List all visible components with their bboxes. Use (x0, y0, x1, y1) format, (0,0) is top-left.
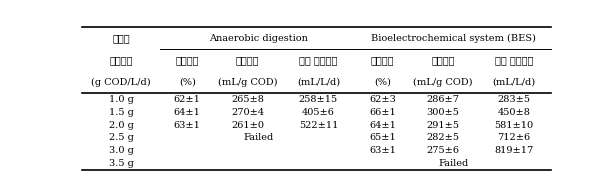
Text: 819±17: 819±17 (494, 146, 533, 155)
Text: 3.0 g: 3.0 g (109, 146, 133, 155)
Text: 64±1: 64±1 (174, 108, 200, 117)
Text: 메탄 발생속도: 메탄 발생속도 (300, 55, 338, 65)
Text: (g COD/L/d): (g COD/L/d) (91, 78, 151, 87)
Text: 메탄분압: 메탄분압 (371, 55, 394, 65)
Text: 291±5: 291±5 (426, 121, 459, 130)
Text: Bioelectrochemical system (BES): Bioelectrochemical system (BES) (371, 34, 536, 43)
Text: 3.5 g: 3.5 g (109, 159, 133, 168)
Text: Failed: Failed (243, 133, 273, 142)
Text: 공급속도: 공급속도 (109, 55, 133, 65)
Text: 64±1: 64±1 (369, 121, 396, 130)
Text: 522±11: 522±11 (299, 121, 338, 130)
Text: (mL/g COD): (mL/g COD) (218, 78, 277, 87)
Text: 450±8: 450±8 (498, 108, 530, 117)
Text: 283±5: 283±5 (498, 95, 530, 104)
Text: 메탄수율: 메탄수율 (236, 55, 260, 65)
Text: 유기물: 유기물 (112, 33, 130, 43)
Text: (mL/L/d): (mL/L/d) (492, 78, 535, 87)
Text: 265±8: 265±8 (231, 95, 264, 104)
Text: 62±1: 62±1 (174, 95, 200, 104)
Text: (mL/g COD): (mL/g COD) (413, 78, 473, 87)
Text: 62±3: 62±3 (369, 95, 396, 104)
Text: (%): (%) (179, 78, 196, 87)
Text: 270±4: 270±4 (231, 108, 264, 117)
Text: 712±6: 712±6 (498, 133, 530, 142)
Text: 258±15: 258±15 (299, 95, 338, 104)
Text: 2.5 g: 2.5 g (109, 133, 133, 142)
Text: Anaerobic digestion: Anaerobic digestion (208, 34, 308, 42)
Text: Failed: Failed (438, 159, 469, 168)
Text: 581±10: 581±10 (494, 121, 533, 130)
Text: 282±5: 282±5 (426, 133, 459, 142)
Text: (mL/L/d): (mL/L/d) (297, 78, 340, 87)
Text: (%): (%) (374, 78, 391, 87)
Text: 2.0 g: 2.0 g (109, 121, 133, 130)
Text: 66±1: 66±1 (369, 108, 396, 117)
Text: 메탄수율: 메탄수율 (431, 55, 454, 65)
Text: 65±1: 65±1 (369, 133, 396, 142)
Text: 261±0: 261±0 (231, 121, 264, 130)
Text: 1.5 g: 1.5 g (109, 108, 133, 117)
Text: 405±6: 405±6 (302, 108, 335, 117)
Text: 63±1: 63±1 (174, 121, 200, 130)
Text: 275±6: 275±6 (426, 146, 459, 155)
Text: 63±1: 63±1 (369, 146, 396, 155)
Text: 메탄분압: 메탄분압 (175, 55, 199, 65)
Text: 300±5: 300±5 (426, 108, 459, 117)
Text: 메탄 발생속도: 메탄 발생속도 (494, 55, 533, 65)
Text: 286±7: 286±7 (426, 95, 459, 104)
Text: 1.0 g: 1.0 g (109, 95, 133, 104)
